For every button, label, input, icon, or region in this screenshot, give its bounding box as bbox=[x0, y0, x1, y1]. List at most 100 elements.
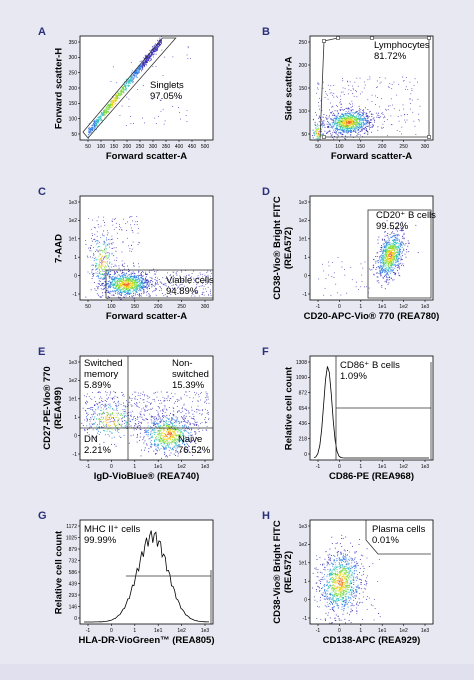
x-tick-label: 1 bbox=[359, 628, 362, 634]
x-tick-label: 450 bbox=[188, 144, 197, 150]
x-tick-label: 150 bbox=[357, 144, 366, 150]
quadrant-label-naive: Naive 76.52% bbox=[178, 434, 210, 456]
y-tick-label: 1e1 bbox=[69, 237, 78, 243]
y-tick-label: 654 bbox=[299, 406, 308, 412]
gate-label-viable: Viable cells 94.89% bbox=[166, 275, 214, 297]
x-axis-label: Forward scatter-A bbox=[105, 311, 188, 322]
panel-letter-A: A bbox=[38, 26, 46, 38]
x-axis-label: Forward scatter-A bbox=[105, 151, 188, 162]
gate-vertex bbox=[370, 36, 374, 40]
x-tick-label: 1 bbox=[359, 464, 362, 470]
y-tick-label: 0 bbox=[304, 597, 307, 603]
y-tick-label: 218 bbox=[299, 436, 308, 442]
x-tick-label: 1e1 bbox=[378, 304, 387, 310]
gate-name: Plasma cells bbox=[372, 524, 426, 535]
y-tick-label: 1172 bbox=[66, 524, 77, 530]
y-tick-label: 1e3 bbox=[69, 360, 78, 366]
scatter-points bbox=[85, 216, 212, 300]
x-axis-label: CD86-PE (REA968) bbox=[329, 471, 414, 482]
gate-name: Switched bbox=[84, 358, 123, 369]
x-tick-label: 0 bbox=[338, 464, 341, 470]
x-tick-label: 1 bbox=[133, 628, 136, 634]
x-tick-label: 1e1 bbox=[154, 464, 163, 470]
y-tick-label: 300 bbox=[69, 55, 78, 61]
y-tick-label: 1e1 bbox=[69, 397, 78, 403]
panel-letter-D: D bbox=[262, 186, 270, 198]
x-tick-label: 300 bbox=[149, 144, 158, 150]
x-tick-label: 300 bbox=[201, 304, 210, 310]
x-tick-label: 1e3 bbox=[201, 628, 210, 634]
y-tick-label: 1e1 bbox=[299, 561, 308, 567]
x-tick-label: 150 bbox=[131, 304, 140, 310]
quadrant-label-line: switched bbox=[172, 369, 209, 380]
x-tick-label: 50 bbox=[315, 144, 321, 150]
y-tick-label: 1e2 bbox=[299, 542, 308, 548]
x-tick-label: 0 bbox=[338, 628, 341, 634]
gate-percent: 1.09% bbox=[340, 371, 367, 382]
x-axis-label: IgD-VioBlue® (REA740) bbox=[93, 471, 200, 482]
gate-name: MHC II⁺ cells bbox=[84, 524, 141, 535]
plot-frame bbox=[309, 519, 434, 625]
y-tick-label: 350 bbox=[69, 40, 78, 46]
y-tick-label: 1308 bbox=[296, 360, 307, 366]
gate-polygon bbox=[365, 520, 431, 555]
x-tick-label: -1 bbox=[86, 628, 91, 634]
x-tick-label: 1e3 bbox=[201, 464, 210, 470]
y-tick-label: 439 bbox=[69, 581, 78, 587]
y-tick-label: 0 bbox=[74, 616, 77, 622]
gate-label-mhc: MHC II⁺ cells 99.99% bbox=[84, 524, 140, 546]
panel-letter-H: H bbox=[262, 510, 270, 522]
x-tick-label: 1e2 bbox=[177, 464, 186, 470]
x-tick-label: 150 bbox=[110, 144, 119, 150]
y-tick-label: 1 bbox=[74, 255, 77, 261]
y-tick-label: 1e2 bbox=[69, 218, 78, 224]
x-tick-label: 1e3 bbox=[421, 464, 430, 470]
gate-percent: 76.52% bbox=[178, 445, 211, 456]
y-tick-label: 436 bbox=[299, 421, 308, 427]
gate-name: Lymphocytes bbox=[374, 40, 430, 51]
x-tick-label: -1 bbox=[316, 628, 321, 634]
gate-label-lymphocytes: Lymphocytes 81.72% bbox=[374, 40, 430, 62]
gate-percent: 0.01% bbox=[372, 535, 399, 546]
x-tick-label: 200 bbox=[154, 304, 163, 310]
x-tick-label: -1 bbox=[316, 304, 321, 310]
x-tick-label: 1e1 bbox=[378, 464, 387, 470]
y-tick-label: 879 bbox=[69, 547, 78, 553]
quadrant-label-nonswitched: Non-switched 15.39% bbox=[172, 358, 209, 391]
x-tick-label: 300 bbox=[421, 144, 430, 150]
x-tick-label: 1 bbox=[359, 304, 362, 310]
y-tick-label: 1025 bbox=[66, 535, 77, 541]
gate-rectangle bbox=[367, 209, 432, 299]
x-tick-label: 1e3 bbox=[421, 628, 430, 634]
y-tick-label: 150 bbox=[69, 101, 78, 107]
histogram-line bbox=[84, 530, 209, 623]
x-tick-label: 1e2 bbox=[399, 464, 408, 470]
gate-name: Viable cells bbox=[166, 275, 214, 286]
y-axis-label-line: (REA572) bbox=[283, 550, 294, 594]
x-axis-label: CD20-APC-Vio® 770 (REA780) bbox=[303, 311, 440, 322]
gate-name: CD20⁺ B cells bbox=[376, 210, 436, 221]
y-tick-label: 50 bbox=[301, 132, 307, 138]
x-tick-label: 100 bbox=[107, 304, 116, 310]
y-tick-label: 0 bbox=[74, 273, 77, 279]
x-axis-label: HLA-DR-VioGreen™ (REA805) bbox=[78, 635, 215, 646]
panel-letter-F: F bbox=[262, 346, 269, 358]
gate-name: DN bbox=[84, 434, 98, 445]
y-tick-label: 200 bbox=[69, 86, 78, 92]
y-tick-label: -1 bbox=[73, 292, 78, 298]
gate-label-cd86: CD86⁺ B cells 1.09% bbox=[340, 360, 400, 382]
y-tick-label: 1 bbox=[304, 579, 307, 585]
y-tick-label: 100 bbox=[69, 116, 78, 122]
scatter-points bbox=[312, 534, 381, 624]
gate-percent: 99.99% bbox=[84, 535, 117, 546]
gate-rectangle bbox=[105, 269, 214, 299]
y-tick-label: 732 bbox=[69, 558, 78, 564]
gate-label-plasma: Plasma cells 0.01% bbox=[372, 524, 425, 546]
bottom-bar bbox=[0, 664, 474, 680]
x-tick-label: 0 bbox=[110, 464, 113, 470]
scatter-points bbox=[88, 36, 191, 139]
y-tick-label: 586 bbox=[69, 570, 78, 576]
